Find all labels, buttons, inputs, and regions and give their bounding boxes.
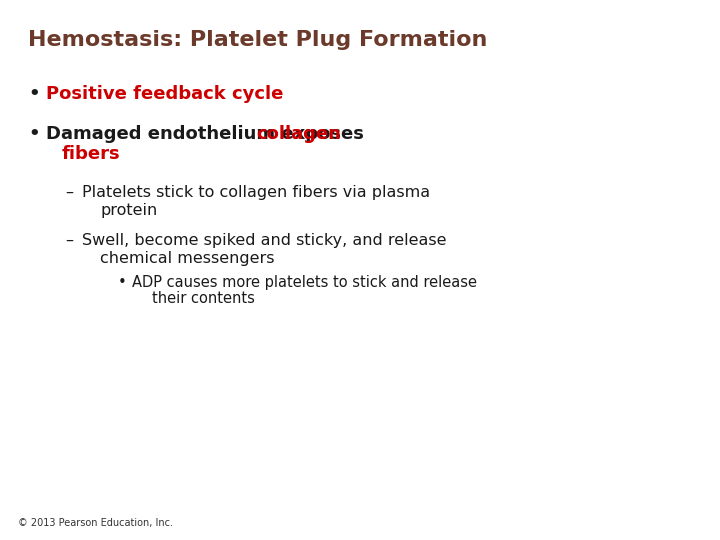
Text: © 2013 Pearson Education, Inc.: © 2013 Pearson Education, Inc. <box>18 518 173 528</box>
Text: Damaged endothelium exposes: Damaged endothelium exposes <box>46 125 370 143</box>
Text: Swell, become spiked and sticky, and release: Swell, become spiked and sticky, and rel… <box>82 233 446 248</box>
Text: collagen: collagen <box>256 125 341 143</box>
Text: •: • <box>118 275 127 290</box>
Text: fibers: fibers <box>62 145 121 163</box>
Text: •: • <box>28 125 40 143</box>
Text: –: – <box>65 185 73 200</box>
Text: chemical messengers: chemical messengers <box>100 251 274 266</box>
Text: ADP causes more platelets to stick and release: ADP causes more platelets to stick and r… <box>132 275 477 290</box>
Text: Positive feedback cycle: Positive feedback cycle <box>46 85 284 103</box>
Text: •: • <box>28 85 40 103</box>
Text: –: – <box>65 233 73 248</box>
Text: protein: protein <box>100 203 157 218</box>
Text: their contents: their contents <box>152 291 255 306</box>
Text: Platelets stick to collagen fibers via plasma: Platelets stick to collagen fibers via p… <box>82 185 430 200</box>
Text: Hemostasis: Platelet Plug Formation: Hemostasis: Platelet Plug Formation <box>28 30 487 50</box>
